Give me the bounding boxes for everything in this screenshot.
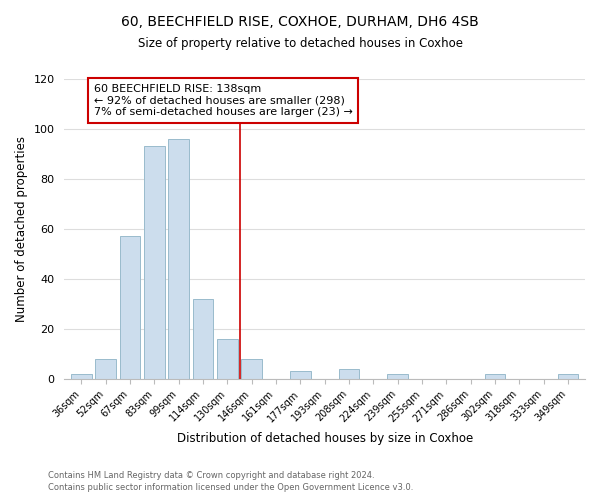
Text: Contains public sector information licensed under the Open Government Licence v3: Contains public sector information licen… (48, 484, 413, 492)
Y-axis label: Number of detached properties: Number of detached properties (15, 136, 28, 322)
Bar (338, 369, 359, 379)
Bar (120, 236, 140, 379)
Text: Contains HM Land Registry data © Crown copyright and database right 2024.: Contains HM Land Registry data © Crown c… (48, 471, 374, 480)
Bar (217, 339, 238, 379)
Bar (95, 359, 116, 379)
Bar (169, 139, 189, 379)
Text: 60 BEECHFIELD RISE: 138sqm
← 92% of detached houses are smaller (298)
7% of semi: 60 BEECHFIELD RISE: 138sqm ← 92% of deta… (94, 84, 352, 117)
Bar (557, 374, 578, 379)
Bar (71, 374, 92, 379)
Bar (388, 374, 408, 379)
Text: Size of property relative to detached houses in Coxhoe: Size of property relative to detached ho… (137, 38, 463, 51)
Bar (144, 146, 165, 379)
Text: 60, BEECHFIELD RISE, COXHOE, DURHAM, DH6 4SB: 60, BEECHFIELD RISE, COXHOE, DURHAM, DH6… (121, 15, 479, 29)
X-axis label: Distribution of detached houses by size in Coxhoe: Distribution of detached houses by size … (176, 432, 473, 445)
Bar (290, 372, 311, 379)
Bar (241, 359, 262, 379)
Bar (193, 299, 214, 379)
Bar (485, 374, 505, 379)
